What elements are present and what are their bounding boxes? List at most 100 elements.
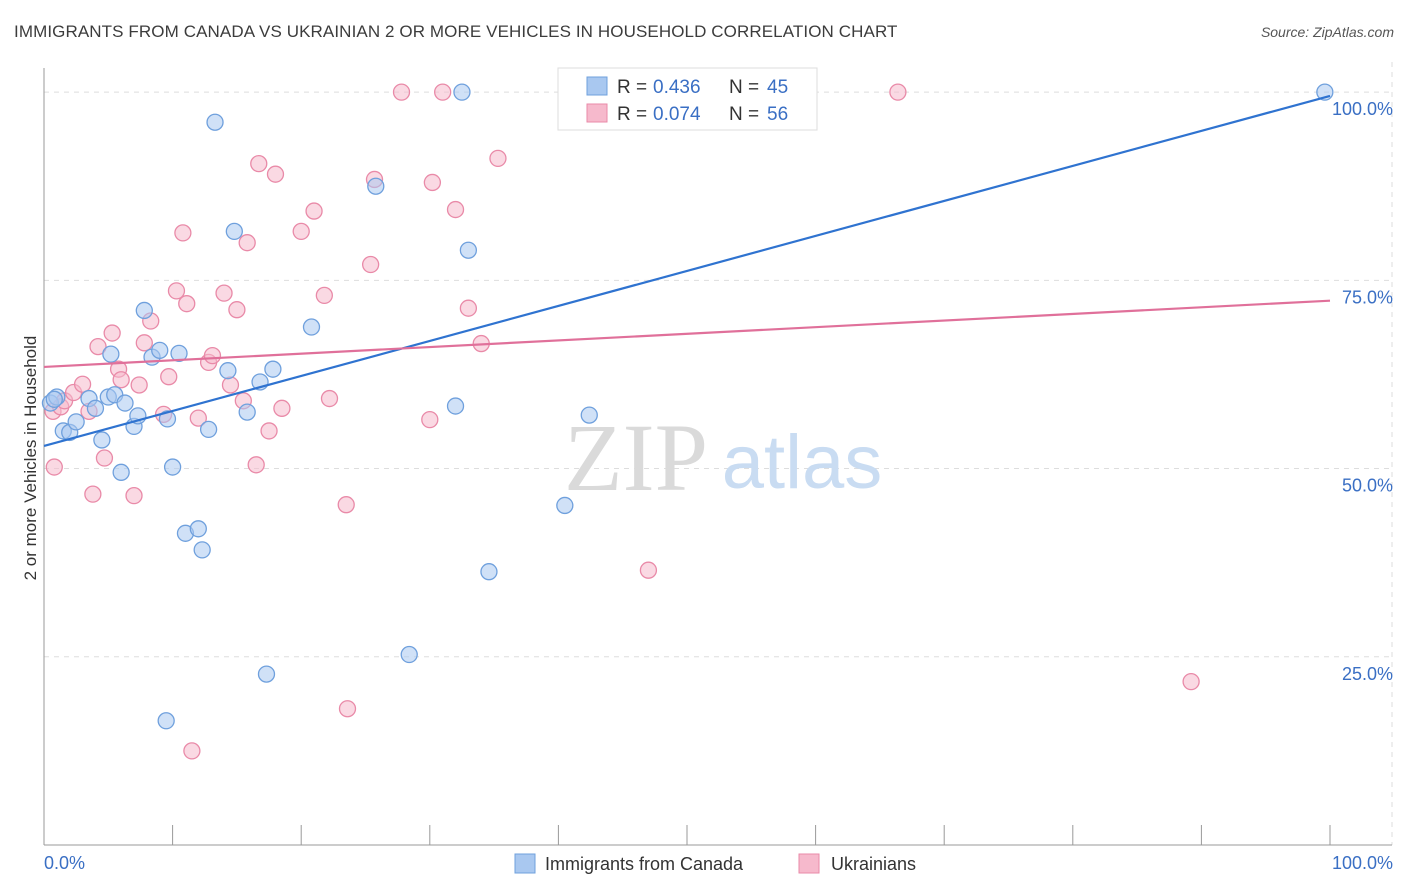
y-axis-label: 2 or more Vehicles in Household (21, 336, 40, 581)
canada-point-38 (459, 241, 478, 259)
chart-title: IMMIGRANTS FROM CANADA VS UKRAINIAN 2 OR… (14, 22, 898, 41)
ukrainians-point-48 (446, 200, 465, 219)
canada-point-7 (93, 431, 111, 449)
ukrainians-point-34 (266, 165, 285, 183)
ukrainians-point-25 (203, 346, 222, 365)
ukrainians-point-15 (135, 334, 153, 352)
ukrainians-point-41 (338, 700, 357, 718)
canada-point-44 (45, 390, 63, 408)
ukrainians-point-44 (392, 83, 411, 101)
x-tick-labels: 0.0% 100.0% (44, 853, 1393, 873)
ukrainians-point-18 (160, 368, 178, 386)
canada-point-39 (480, 563, 498, 581)
ukrainians-point-45 (421, 410, 439, 429)
canada-point-32 (264, 360, 282, 378)
canada-point-41 (580, 406, 598, 424)
canada-point-25 (199, 420, 218, 439)
legend-n-label-canada: N = (729, 77, 759, 98)
canada-point-20 (163, 458, 182, 476)
ukrainians-point-32 (250, 154, 268, 173)
ukrainians-point-46 (423, 173, 442, 192)
canada-trend-line (43, 94, 1331, 448)
ukrainians-point-40 (337, 496, 355, 514)
canada-point-11 (112, 463, 130, 481)
canada-point-6 (86, 399, 105, 417)
ukrainians-point-21 (178, 295, 196, 313)
ukrainians-point-12 (112, 371, 130, 389)
legend: R = 0.436 N = 45 R = 0.074 N = 56 (557, 67, 818, 131)
ukrainians-point-5 (73, 375, 92, 393)
y-tick-label-75: 75.0% (1342, 287, 1393, 307)
canada-point-34 (367, 177, 385, 195)
bottom-legend-label-canada: Immigrants from Canada (545, 854, 744, 874)
bottom-legend: Immigrants from Canada Ukrainians (514, 853, 916, 874)
y-tick-label-25: 25.0% (1342, 664, 1393, 684)
ukrainians-point-8 (89, 337, 107, 356)
y-tick-label-100: 100.0% (1332, 99, 1393, 119)
trend-lines (43, 94, 1331, 448)
canada-point-36 (400, 645, 418, 664)
ukrainians-trend-line (43, 299, 1331, 369)
canada-point-12 (116, 394, 134, 412)
canada-point-21 (170, 344, 188, 363)
bottom-legend-label-ukrainians: Ukrainians (831, 854, 916, 874)
legend-swatch-canada (586, 76, 608, 96)
ukrainians-point-47 (434, 83, 452, 101)
ukrainians-point-19 (167, 282, 186, 300)
canada-point-26 (206, 113, 224, 131)
ukrainians-point-49 (459, 299, 478, 317)
ukrainians-point-27 (221, 376, 240, 394)
canada-point-27 (219, 362, 237, 380)
ukrainians-point-55 (1182, 672, 1200, 691)
ukrainians-point-39 (320, 389, 339, 408)
ukrainians-point-36 (292, 222, 310, 241)
canada-point-33 (302, 318, 321, 336)
ukrainians-point-54 (889, 83, 907, 101)
ukrainians-point-38 (315, 286, 333, 305)
watermark-atlas: atlas (722, 420, 883, 505)
canada-point-4 (67, 413, 85, 431)
legend-r-value-ukrainians: 0.074 (653, 104, 701, 125)
canada-point-23 (189, 520, 207, 538)
ukrainians-point-51 (489, 149, 507, 168)
canada-point-10 (102, 345, 120, 363)
x-tick-label-left: 0.0% (44, 853, 85, 873)
ukrainians-point-31 (247, 456, 265, 474)
ukrainians-point-28 (228, 301, 246, 319)
legend-r-value-canada: 0.436 (653, 77, 701, 98)
bottom-legend-swatch-ukrainians (798, 853, 820, 874)
y-tick-labels: 25.0% 50.0% 75.0% 100.0% (1332, 99, 1393, 684)
canada-point-29 (238, 403, 256, 421)
bottom-legend-swatch-canada (514, 853, 536, 874)
watermark: ZIP atlas (564, 404, 882, 511)
legend-n-value-canada: 45 (767, 77, 788, 98)
ukrainians-point-52 (639, 561, 658, 579)
ukrainians-point-26 (215, 284, 233, 302)
grid-lines (44, 62, 1393, 845)
ukrainians-point-14 (130, 376, 148, 394)
source-label: Source: ZipAtlas.com (1260, 24, 1394, 40)
ukrainians-point-13 (125, 487, 143, 505)
ukrainians-point-37 (305, 202, 323, 220)
ukrainians-point-20 (174, 224, 192, 242)
ukrainians-point-30 (238, 234, 256, 252)
canada-point-15 (135, 301, 153, 320)
legend-n-label-ukrainians: N = (729, 104, 759, 125)
canada-point-24 (193, 541, 211, 559)
ukrainians-point-42 (361, 255, 380, 274)
axes (43, 68, 1392, 846)
canada-point-40 (556, 496, 574, 515)
legend-r-label-ukrainians: R = (617, 104, 647, 125)
ukrainians-point-9 (95, 449, 114, 467)
legend-n-value-ukrainians: 56 (767, 104, 788, 125)
canada-point-35 (446, 397, 465, 415)
ukrainians-point-10 (103, 324, 121, 342)
y-tick-label-50: 50.0% (1342, 476, 1393, 496)
ukrainians-point-23 (189, 409, 207, 427)
legend-r-label-canada: R = (617, 77, 647, 98)
canada-point-17 (151, 341, 169, 360)
x-tick-label-right: 100.0% (1332, 853, 1393, 873)
canada-point-19 (158, 410, 177, 428)
canada-point-37 (453, 83, 471, 101)
